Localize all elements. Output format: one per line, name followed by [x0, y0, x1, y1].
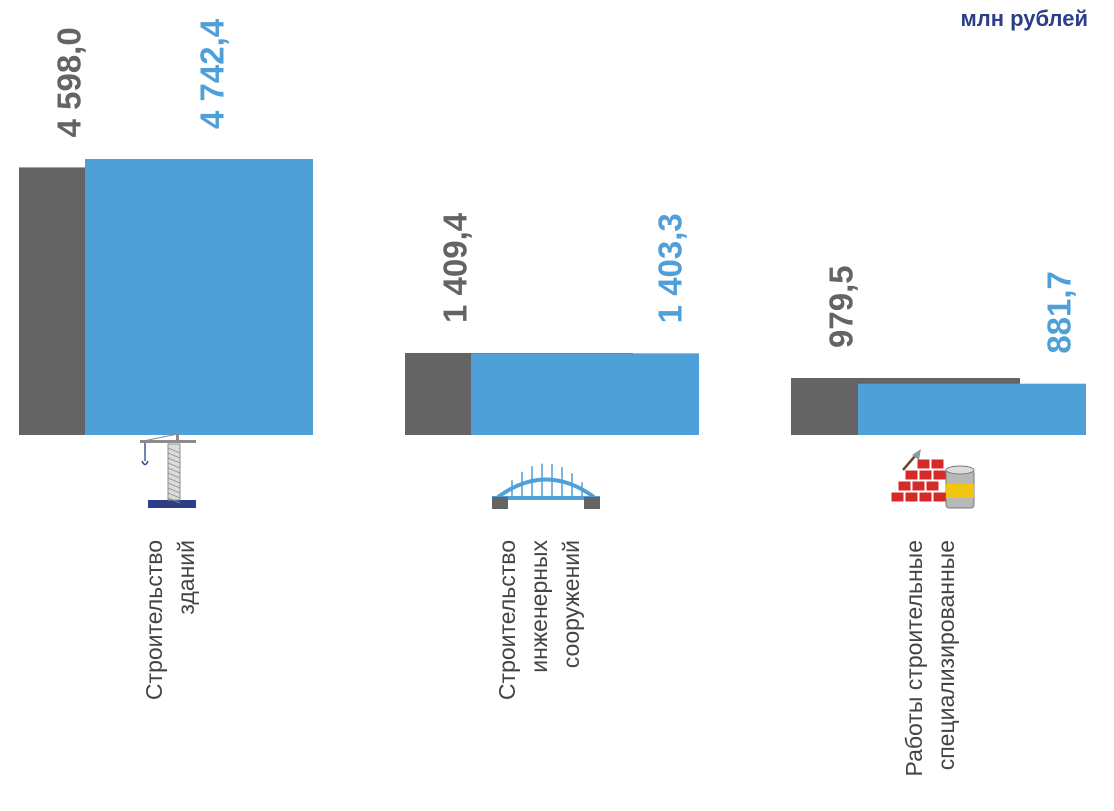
bridge-icon — [492, 463, 600, 509]
bars-layer — [19, 159, 1086, 435]
category-label-2-line-1: Строительство — [494, 540, 520, 700]
tower-crane-icon — [140, 433, 196, 508]
category-label-2-line-3: сооружений — [558, 540, 584, 668]
value-label-previous-2: 1 409,4 — [437, 212, 474, 323]
bar-current-3 — [858, 383, 1086, 435]
bar-current-1 — [85, 159, 313, 435]
category-labels-layer: Строительство зданий Строительство инженерн… — [141, 540, 959, 777]
unit-label: млн рублей — [960, 6, 1088, 31]
bar-current-2 — [471, 353, 699, 435]
category-label-1-line-2: зданий — [173, 540, 199, 615]
category-label-3-line-1: Работы строительные — [901, 540, 927, 776]
value-label-current-1: 4 742,4 — [194, 18, 231, 129]
category-label-3-line-2: специализированные — [933, 540, 959, 770]
value-labels-layer: 4 598,0 1 409,4 979,5 4 742,4 1 403,3 881,7 — [51, 18, 1078, 353]
category-label-2-line-2: инженерных — [526, 540, 552, 673]
bricks-and-paint-icon — [890, 449, 975, 509]
icons-layer — [140, 433, 975, 509]
category-label-1-line-1: Строительство — [141, 540, 167, 700]
value-label-previous-1: 4 598,0 — [51, 27, 88, 137]
value-label-previous-3: 979,5 — [823, 265, 860, 348]
value-label-current-3: 881,7 — [1041, 271, 1078, 354]
value-label-current-2: 1 403,3 — [652, 213, 689, 323]
